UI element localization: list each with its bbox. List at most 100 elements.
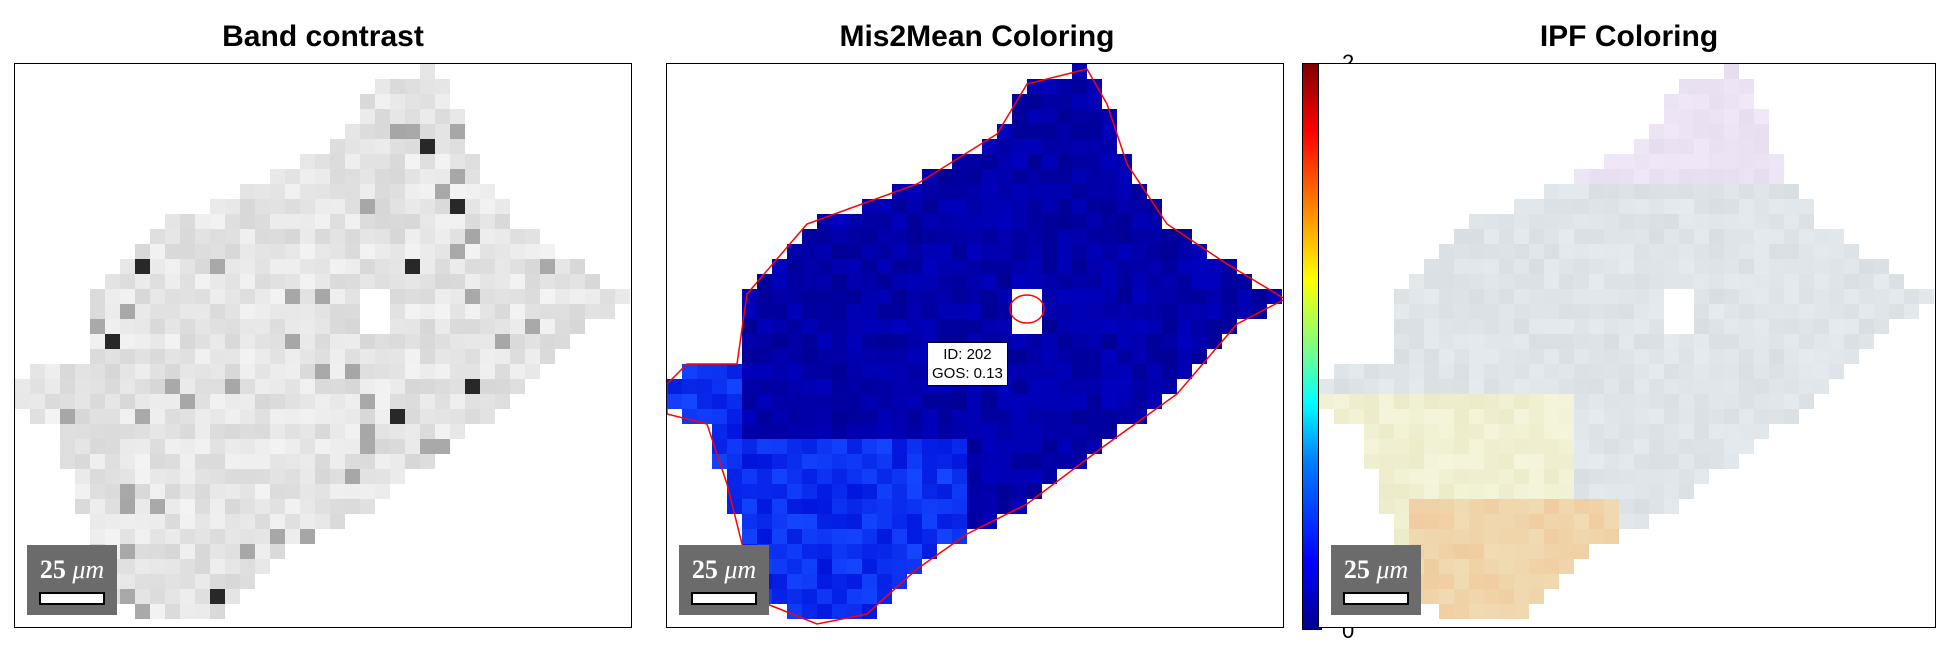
pixel-cell (847, 304, 862, 319)
pixel-cell (330, 334, 345, 349)
pixel-cell (1027, 169, 1042, 184)
pixel-cell (1529, 469, 1544, 484)
pixel-cell (1454, 469, 1469, 484)
pixel-cell (375, 349, 390, 364)
pixel-cell (1724, 109, 1739, 124)
pixel-cell (45, 409, 60, 424)
pixel-cell (1679, 124, 1694, 139)
pixel-cell (1499, 334, 1514, 349)
pixel-cell (165, 289, 180, 304)
pixel-cell (1177, 364, 1192, 379)
pixel-cell (1739, 259, 1754, 274)
pixel-cell (465, 184, 480, 199)
pixel-cell (90, 484, 105, 499)
pixel-cell (1514, 574, 1529, 589)
pixel-cell (1529, 259, 1544, 274)
pixel-cell (1874, 274, 1889, 289)
pixel-cell (1364, 409, 1379, 424)
pixel-cell (787, 424, 802, 439)
pixel-cell (1394, 289, 1409, 304)
pixel-cell (150, 379, 165, 394)
pixel-cell (1679, 184, 1694, 199)
pixel-cell (1087, 94, 1102, 109)
pixel-cell (1589, 379, 1604, 394)
pixel-cell (1769, 349, 1784, 364)
pixel-cell (1724, 454, 1739, 469)
pixel-cell (982, 139, 997, 154)
pixel-cell (240, 514, 255, 529)
pixel-cell (1739, 334, 1754, 349)
pixel-cell (240, 274, 255, 289)
pixel-cell (1439, 544, 1454, 559)
pixel-cell (1604, 469, 1619, 484)
pixel-cell (1784, 334, 1799, 349)
pixel-cell (345, 394, 360, 409)
pixel-cell (697, 364, 712, 379)
pixel-cell (1544, 244, 1559, 259)
pixel-cell (30, 394, 45, 409)
pixel-cell (1394, 364, 1409, 379)
pixel-cell (360, 274, 375, 289)
pixel-cell (1859, 319, 1874, 334)
pixel-cell (1679, 214, 1694, 229)
pixel-cell (1754, 184, 1769, 199)
pixel-cell (1409, 289, 1424, 304)
pixel-cell (315, 484, 330, 499)
pixel-cell (802, 394, 817, 409)
pixel-cell (270, 454, 285, 469)
pixel-cell (787, 409, 802, 424)
pixel-cell (300, 304, 315, 319)
pixel-cell (120, 469, 135, 484)
pixel-cell (1499, 379, 1514, 394)
pixel-cell (1042, 274, 1057, 289)
pixel-cell (420, 169, 435, 184)
pixel-cell (465, 349, 480, 364)
pixel-cell (1529, 544, 1544, 559)
pixel-cell (255, 364, 270, 379)
pixel-cell (165, 334, 180, 349)
pixel-cell (90, 439, 105, 454)
pixel-cell (105, 484, 120, 499)
pixel-cell (1072, 244, 1087, 259)
pixel-cell (360, 484, 375, 499)
pixel-cell (982, 484, 997, 499)
pixel-cell (1679, 364, 1694, 379)
pixel-cell (45, 394, 60, 409)
pixel-cell (225, 544, 240, 559)
pixel-cell (1724, 379, 1739, 394)
pixel-cell (1379, 424, 1394, 439)
pixel-cell (1439, 304, 1454, 319)
pixel-cell (967, 259, 982, 274)
pixel-cell (330, 244, 345, 259)
pixel-cell (847, 529, 862, 544)
pixel-cell (375, 199, 390, 214)
pixel-cell (1724, 334, 1739, 349)
pixel-cell (225, 424, 240, 439)
pixel-cell (1177, 259, 1192, 274)
pixel-cell (1042, 214, 1057, 229)
pixel-cell (195, 334, 210, 349)
pixel-cell (120, 439, 135, 454)
pixel-cell (1904, 289, 1919, 304)
pixel-cell (1057, 79, 1072, 94)
pixel-cell (1222, 274, 1237, 289)
pixel-cell (1484, 604, 1499, 619)
pixel-cell (405, 94, 420, 109)
pixel-cell (465, 304, 480, 319)
pixel-cell (420, 289, 435, 304)
pixel-cell (180, 574, 195, 589)
pixel-cell (1072, 319, 1087, 334)
pixel-cell (1514, 319, 1529, 334)
pixel-cell (1072, 289, 1087, 304)
pixel-cell (772, 334, 787, 349)
pixel-cell (345, 244, 360, 259)
pixel-cell (1814, 229, 1829, 244)
pixel-cell (1409, 529, 1424, 544)
pixel-cell (1057, 214, 1072, 229)
pixel-cell (300, 484, 315, 499)
pixel-cell (1267, 289, 1282, 304)
pixel-cell (907, 214, 922, 229)
pixel-cell (525, 364, 540, 379)
pixel-cell (405, 349, 420, 364)
pixel-cell (1814, 349, 1829, 364)
